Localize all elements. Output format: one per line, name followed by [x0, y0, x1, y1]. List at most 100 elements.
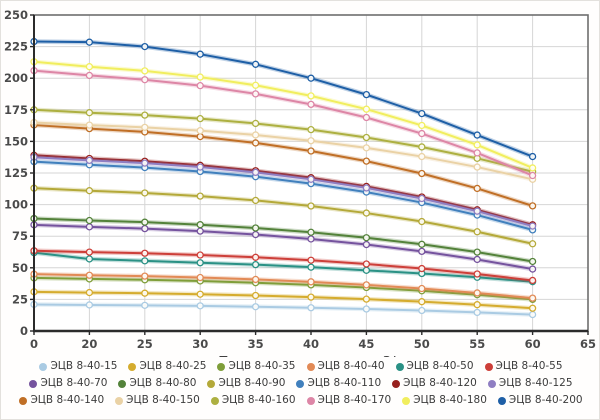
data-point-marker	[141, 249, 149, 257]
data-point-marker	[362, 240, 371, 249]
data-point-marker	[528, 294, 537, 302]
data-point-marker	[528, 202, 537, 210]
data-point-marker	[307, 256, 315, 264]
data-point-marker	[418, 109, 426, 118]
data-point-marker	[196, 82, 204, 90]
data-point-marker	[141, 76, 149, 84]
x-tick-label: 40	[303, 337, 319, 351]
y-tick-label: 125	[4, 166, 28, 180]
data-point-marker	[141, 257, 149, 265]
legend-label: ЭЦВ 8-40-55	[495, 360, 563, 372]
legend-item: ЭЦВ 8-40-70	[29, 376, 107, 391]
data-point-marker	[196, 163, 204, 171]
legend-label: ЭЦВ 8-40-150	[126, 394, 200, 406]
legend-marker-icon	[19, 396, 28, 405]
y-tick-label: 175	[4, 103, 28, 117]
series-line	[33, 40, 534, 158]
y-tick-label: 200	[4, 71, 28, 85]
x-tick-label: 20	[81, 337, 97, 351]
legend-marker-icon	[210, 396, 219, 405]
data-point-marker	[196, 251, 204, 259]
legend-item: ЭЦВ 8-40-50	[395, 359, 474, 374]
data-point-marker	[85, 288, 94, 297]
data-point-marker	[418, 169, 426, 178]
series-line	[33, 223, 534, 271]
legend-label: ЭЦВ 8-40-50	[406, 360, 474, 372]
legend-item: ЭЦВ 8-40-110	[296, 376, 381, 391]
data-point-marker	[528, 265, 537, 273]
chart-plot-area: 0 25 50 75 100 125 150 175 200 225 250 0 20 25 30 35 40 4…	[1, 1, 599, 368]
data-point-marker	[473, 228, 481, 236]
data-point-marker	[362, 133, 371, 142]
data-point-marker	[418, 143, 426, 151]
data-point-marker	[528, 171, 537, 180]
data-point-marker	[473, 270, 481, 278]
data-point-marker	[196, 290, 204, 298]
data-point-marker	[85, 271, 94, 279]
data-point-marker	[418, 217, 426, 226]
data-point-marker	[362, 90, 371, 99]
legend-label: ЭЦВ 8-40-200	[508, 394, 583, 406]
data-point-marker	[141, 111, 149, 119]
data-point-marker	[307, 263, 315, 271]
data-point-marker	[141, 159, 149, 167]
data-point-marker	[473, 289, 481, 297]
chart-legend: ЭЦВ 8-40-15 ЭЦВ 8-40-25 ЭЦВ 8-40-35 ЭЦВ 8-4…	[1, 357, 599, 419]
series-line	[33, 156, 534, 228]
data-point-marker	[85, 255, 94, 263]
data-point-marker	[418, 121, 426, 130]
legend-label: ЭЦВ 8-40-15	[50, 360, 118, 372]
series-line	[33, 69, 534, 177]
series-line	[33, 187, 534, 245]
data-point-marker	[251, 196, 260, 205]
legend-item: ЭЦВ 8-40-35	[217, 359, 296, 374]
data-point-marker	[251, 224, 260, 232]
data-point-marker	[196, 227, 204, 235]
data-point-marker	[307, 304, 315, 312]
data-point-marker	[418, 240, 426, 248]
legend-item: ЭЦВ 8-40-125	[487, 376, 573, 391]
data-point-marker	[196, 221, 204, 229]
legend-marker-icon	[118, 379, 127, 388]
data-point-marker	[85, 248, 94, 256]
data-point-marker	[141, 67, 149, 75]
data-point-marker	[196, 127, 204, 135]
series-line	[33, 251, 534, 283]
y-tick-label: 100	[4, 198, 28, 212]
data-point-marker	[141, 218, 149, 226]
legend-label: ЭЦВ 8-40-170	[317, 394, 392, 406]
data-point-marker	[473, 149, 481, 157]
y-tick-label: 25	[12, 292, 28, 306]
data-point-marker	[528, 240, 537, 248]
data-point-marker	[528, 152, 537, 161]
data-point-marker	[362, 157, 371, 165]
series-line	[33, 123, 534, 207]
data-point-marker	[141, 289, 149, 297]
data-point-marker	[473, 207, 481, 215]
x-tick-label: 0	[30, 337, 38, 351]
legend-item: ЭЦВ 8-40-80	[118, 376, 196, 391]
x-tick-label: 45	[358, 337, 374, 351]
data-point-marker	[85, 301, 94, 309]
data-point-marker	[196, 192, 204, 200]
legend-item: ЭЦВ 8-40-25	[128, 359, 206, 374]
data-point-marker	[251, 90, 260, 98]
legend-marker-icon	[395, 362, 404, 371]
data-point-marker	[85, 121, 94, 129]
data-point-marker	[251, 60, 260, 68]
legend-label: ЭЦВ 8-40-160	[221, 394, 296, 406]
series-line	[33, 276, 534, 301]
data-point-marker	[528, 276, 537, 285]
legend-marker-icon	[207, 379, 216, 388]
y-tick-label: 250	[4, 8, 28, 22]
data-point-marker	[85, 216, 94, 225]
data-point-marker	[251, 119, 260, 128]
data-point-marker	[307, 235, 315, 243]
series-line	[33, 108, 534, 173]
data-point-marker	[307, 137, 315, 145]
data-point-marker	[473, 248, 481, 256]
data-point-marker	[362, 105, 371, 113]
data-point-marker	[307, 74, 315, 82]
data-point-marker	[528, 164, 537, 172]
